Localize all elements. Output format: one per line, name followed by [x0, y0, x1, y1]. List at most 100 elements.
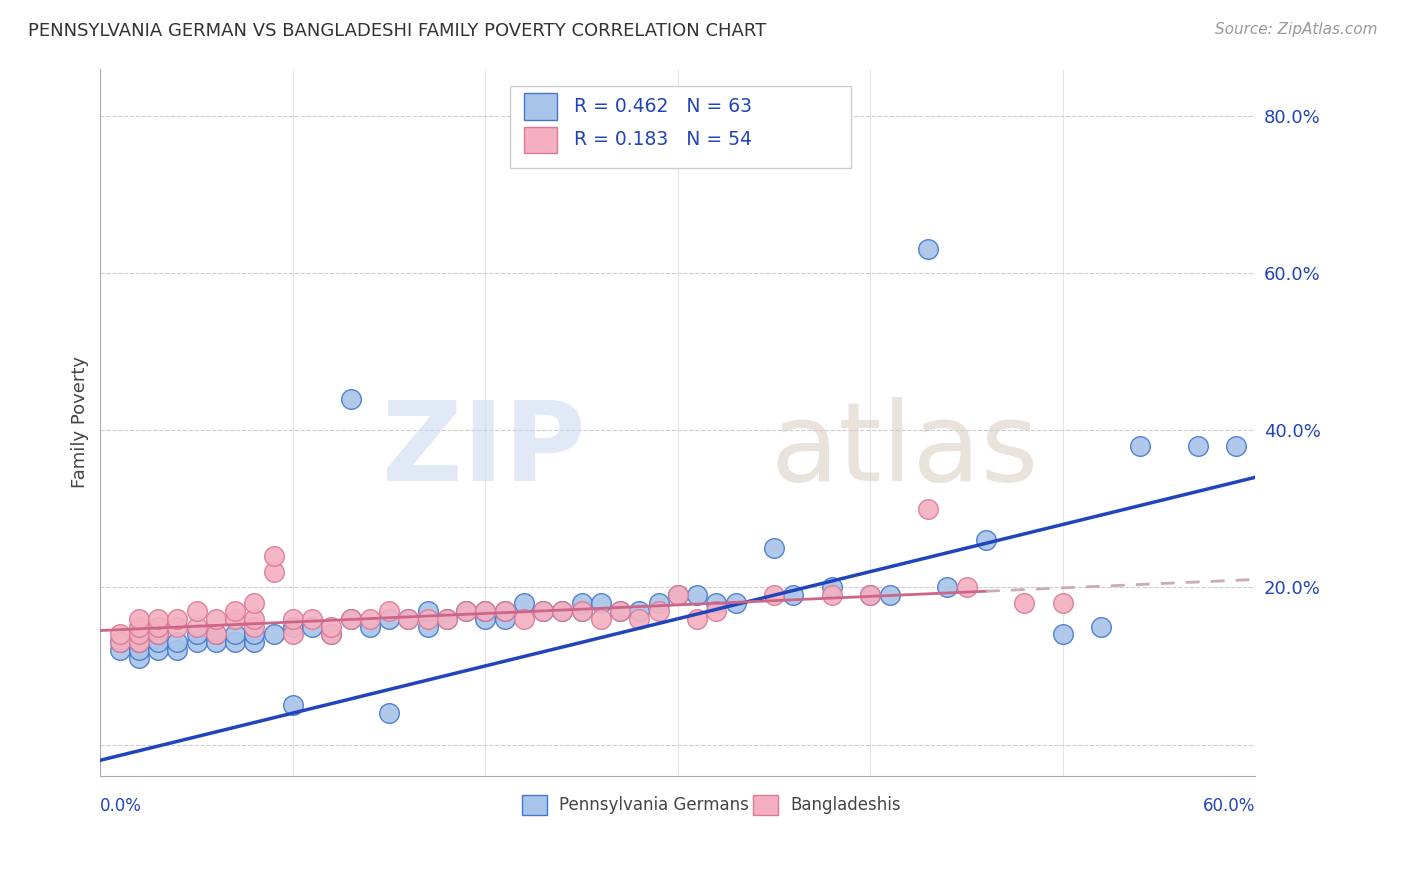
Point [321, 627, 343, 641]
Point [224, 627, 246, 641]
Point [1129, 439, 1152, 453]
Text: 0.0%: 0.0% [100, 797, 142, 815]
Point [1090, 619, 1112, 633]
Text: Bangladeshis: Bangladeshis [790, 796, 901, 814]
Point [647, 604, 669, 618]
Point [378, 604, 401, 618]
Point [205, 627, 228, 641]
Point [494, 604, 516, 618]
Point [763, 541, 786, 555]
Point [436, 612, 458, 626]
Point [821, 588, 844, 602]
Point [551, 604, 574, 618]
Point [378, 612, 401, 626]
Point [494, 612, 516, 626]
Point [513, 596, 536, 610]
Point [263, 549, 285, 563]
Point [879, 588, 901, 602]
Point [706, 604, 728, 618]
Point [474, 612, 496, 626]
Point [1225, 439, 1247, 453]
Point [571, 604, 593, 618]
Point [281, 627, 304, 641]
Point [859, 588, 882, 602]
Point [1052, 596, 1074, 610]
Point [609, 604, 631, 618]
Point [108, 635, 131, 649]
Point [243, 627, 266, 641]
Point [628, 604, 651, 618]
Point [782, 588, 804, 602]
Text: atlas: atlas [770, 397, 1039, 504]
Point [301, 612, 323, 626]
Point [128, 635, 150, 649]
Point [1014, 596, 1036, 610]
Point [589, 596, 612, 610]
Point [936, 580, 959, 594]
Y-axis label: Family Poverty: Family Poverty [72, 356, 89, 488]
Point [166, 635, 188, 649]
Point [166, 612, 188, 626]
Point [281, 698, 304, 713]
Point [686, 588, 709, 602]
Point [321, 627, 343, 641]
Point [531, 604, 554, 618]
Point [378, 706, 401, 720]
Text: R = 0.183   N = 54: R = 0.183 N = 54 [574, 130, 752, 150]
Bar [754, 795, 779, 815]
Text: Pennsylvania Germans: Pennsylvania Germans [560, 796, 749, 814]
Point [474, 604, 496, 618]
Point [917, 501, 939, 516]
Point [628, 612, 651, 626]
Text: Source: ZipAtlas.com: Source: ZipAtlas.com [1215, 22, 1378, 37]
Point [128, 651, 150, 665]
Point [224, 604, 246, 618]
Point [205, 635, 228, 649]
Point [205, 612, 228, 626]
Point [339, 612, 361, 626]
Point [571, 596, 593, 610]
Point [146, 635, 169, 649]
Point [108, 627, 131, 641]
Point [146, 627, 169, 641]
Text: R = 0.462   N = 63: R = 0.462 N = 63 [574, 97, 752, 116]
Point [146, 612, 169, 626]
Point [128, 627, 150, 641]
Text: 60.0%: 60.0% [1204, 797, 1256, 815]
Point [263, 627, 285, 641]
Point [301, 619, 323, 633]
Point [186, 627, 208, 641]
Point [666, 588, 689, 602]
Point [551, 604, 574, 618]
Point [686, 612, 709, 626]
Point [647, 596, 669, 610]
Point [974, 533, 997, 548]
Point [281, 619, 304, 633]
Point [128, 635, 150, 649]
Point [166, 643, 188, 657]
Point [224, 612, 246, 626]
Point [821, 580, 844, 594]
Point [1187, 439, 1209, 453]
Point [396, 612, 419, 626]
Point [513, 612, 536, 626]
FancyBboxPatch shape [510, 87, 851, 168]
Point [571, 604, 593, 618]
Point [128, 643, 150, 657]
Point [321, 619, 343, 633]
Text: PENNSYLVANIA GERMAN VS BANGLADESHI FAMILY POVERTY CORRELATION CHART: PENNSYLVANIA GERMAN VS BANGLADESHI FAMIL… [28, 22, 766, 40]
Point [436, 612, 458, 626]
Point [186, 619, 208, 633]
Bar [524, 94, 557, 120]
Bar [524, 127, 557, 153]
Point [243, 635, 266, 649]
Point [166, 619, 188, 633]
Point [339, 612, 361, 626]
Point [186, 604, 208, 618]
Point [416, 604, 439, 618]
Bar [522, 795, 547, 815]
Point [416, 619, 439, 633]
Point [128, 619, 150, 633]
Point [108, 635, 131, 649]
Point [456, 604, 478, 618]
